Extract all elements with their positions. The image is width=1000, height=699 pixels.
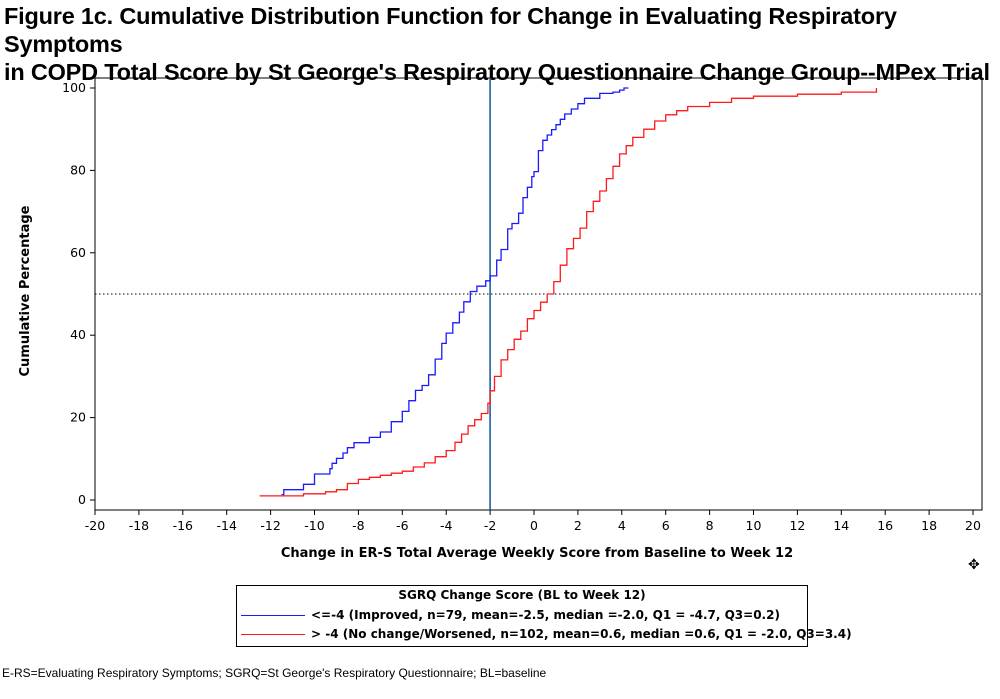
footnote: E-RS=Evaluating Respiratory Symptoms; SG… — [2, 666, 547, 680]
x-tick-label: 0 — [530, 518, 538, 533]
figure-title-line-1: Figure 1c. Cumulative Distribution Funct… — [4, 3, 897, 57]
reference-lines — [95, 78, 982, 510]
y-axis-label: Cumulative Percentage — [18, 205, 33, 376]
x-tick-label: 6 — [662, 518, 670, 533]
x-tick-label: -14 — [216, 518, 236, 533]
move-cursor-icon[interactable]: ✥ — [968, 556, 980, 572]
x-tick-label: -12 — [260, 518, 280, 533]
series-line-worsened — [259, 88, 878, 497]
legend-swatch-worsened — [241, 633, 305, 635]
figure-title-line-2: in COPD Total Score by St George's Respi… — [4, 59, 990, 85]
x-tick-label: 4 — [618, 518, 626, 533]
y-tick-label: 80 — [70, 162, 86, 177]
y-tick-label: 60 — [70, 245, 86, 260]
legend-item-worsened: > -4 (No change/Worsened, n=102, mean=0.… — [241, 625, 852, 643]
x-tick-label: -4 — [440, 518, 453, 533]
x-tick-label: 12 — [789, 518, 805, 533]
x-tick-label: -2 — [484, 518, 496, 533]
legend-label-improved: <=-4 (Improved, n=79, mean=-2.5, median … — [311, 608, 780, 622]
x-tick-label: -8 — [352, 518, 365, 533]
x-tick-label: 18 — [921, 518, 937, 533]
x-tick-label: 8 — [706, 518, 714, 533]
y-tick-label: 20 — [70, 410, 86, 425]
figure-title: Figure 1c. Cumulative Distribution Funct… — [4, 2, 996, 86]
x-tick-label: -10 — [304, 518, 324, 533]
y-axis: 0 20 40 60 80 100 — [62, 80, 95, 507]
x-tick-label: -6 — [396, 518, 409, 533]
x-axis-label: Change in ER-S Total Average Weekly Scor… — [281, 546, 793, 561]
x-tick-label: 16 — [877, 518, 893, 533]
y-tick-label: 40 — [70, 327, 86, 342]
x-tick-label: 10 — [746, 518, 762, 533]
legend: SGRQ Change Score (BL to Week 12) <=-4 (… — [236, 585, 852, 647]
x-axis: -20 -18 -16 -14 -12 -10 -8 -6 -4 -2 0 2 4 6 8 10 12 14 16 1… — [85, 510, 981, 533]
y-tick-label: 100 — [62, 80, 86, 95]
x-tick-label: -16 — [173, 518, 193, 533]
x-tick-label: 2 — [574, 518, 582, 533]
legend-label-worsened: > -4 (No change/Worsened, n=102, mean=0.… — [311, 627, 852, 641]
x-tick-label: -20 — [85, 518, 105, 533]
legend-title: SGRQ Change Score (BL to Week 12) — [398, 588, 646, 602]
x-tick-label: -18 — [129, 518, 149, 533]
x-tick-label: 14 — [833, 518, 849, 533]
series-line-improved — [281, 87, 629, 496]
legend-swatch-improved — [241, 614, 305, 616]
y-tick-label: 0 — [78, 492, 86, 507]
x-tick-label: 20 — [965, 518, 981, 533]
legend-item-improved: <=-4 (Improved, n=79, mean=-2.5, median … — [241, 606, 780, 624]
series-lines — [259, 87, 878, 497]
